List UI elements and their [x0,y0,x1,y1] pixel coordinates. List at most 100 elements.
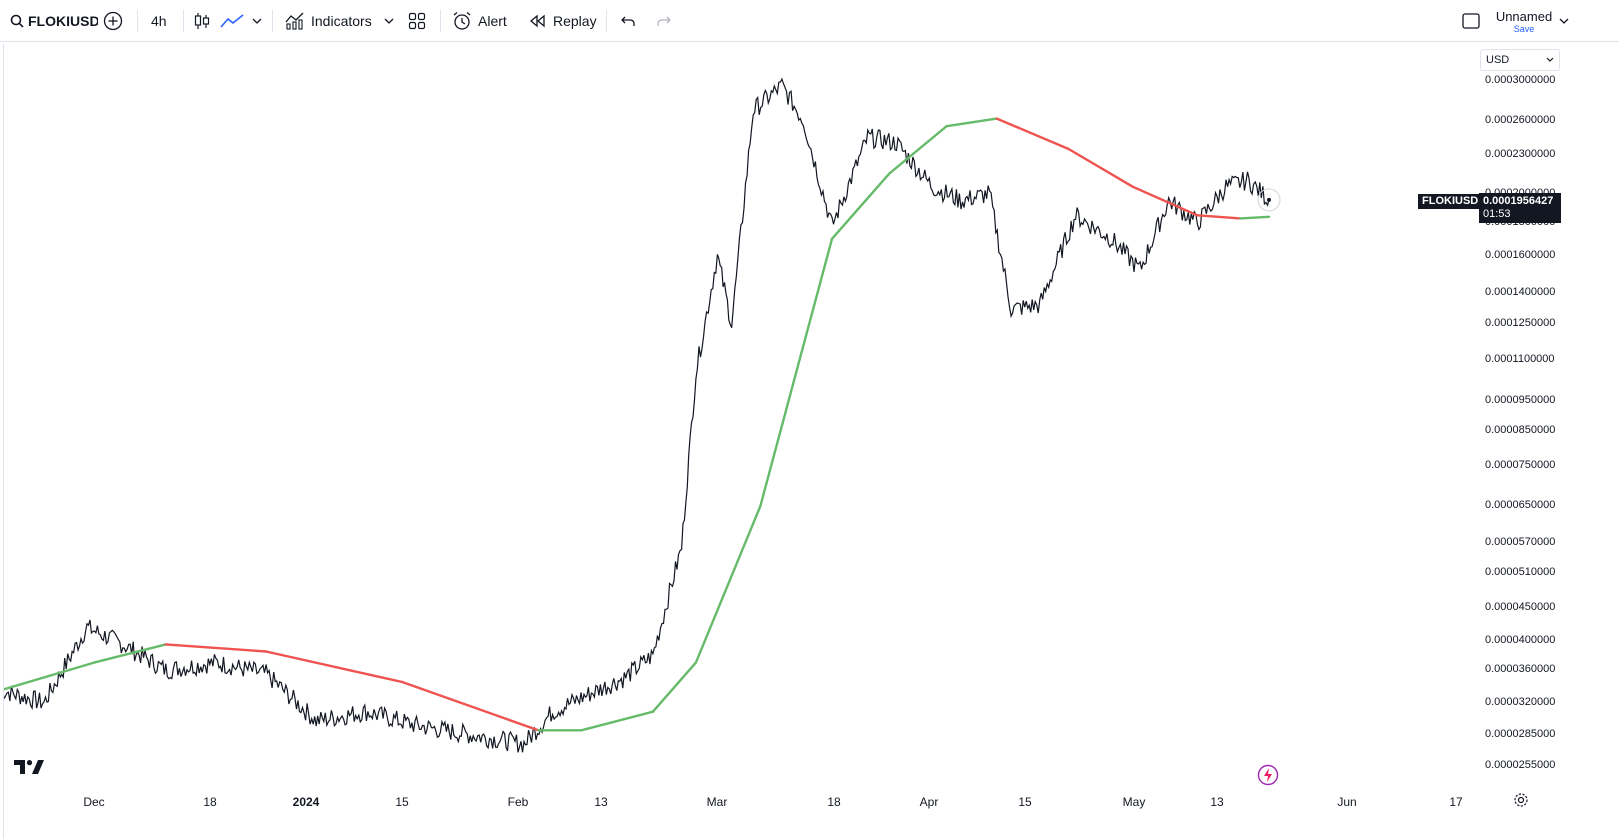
currency-select[interactable]: USD [1480,49,1560,71]
moving-average-segment[interactable] [1239,215,1271,220]
time-tick-label: 17 [1449,795,1463,809]
time-tick-label: 18 [203,795,217,809]
compare-symbol-button[interactable] [103,0,123,42]
price-tick-label: 0.0000450000 [1485,601,1556,614]
moving-average-segment[interactable] [264,650,404,684]
moving-average-segment[interactable] [1131,185,1199,217]
price-tick-label: 0.0001250000 [1485,317,1556,330]
price-tick-label: 0.0000570000 [1485,535,1556,548]
moving-average-segment[interactable] [651,661,698,713]
settings-gear-icon[interactable] [1513,792,1529,813]
indicators-button[interactable]: Indicators [285,0,372,42]
price-chart[interactable] [4,44,1617,839]
alert-button[interactable]: Alert [452,0,507,42]
replay-label: Replay [553,13,597,29]
layout-menu-dropdown[interactable] [1559,0,1569,42]
symbol-label: FLOKIUSD [28,13,98,29]
time-tick-label: 15 [395,795,409,809]
layout-templates-button[interactable] [408,0,426,42]
redo-icon [656,14,672,28]
tradingview-logo[interactable] [14,760,44,779]
time-tick-label: 2024 [292,795,320,809]
alert-label: Alert [478,13,507,29]
time-tick-label: 15 [1018,795,1032,809]
price-tick-label: 0.0001100000 [1485,352,1555,365]
chevron-down-icon [252,17,262,25]
fullscreen-toggle[interactable] [1461,0,1481,42]
price-tick-label: 0.0000950000 [1485,393,1556,406]
price-tick-label: 0.0000285000 [1485,728,1556,741]
indicators-icon [285,12,305,30]
price-tick-label: 0.0001600000 [1485,248,1556,261]
save-link[interactable]: Save [1513,23,1535,34]
time-tick-label: Apr [919,795,939,809]
chevron-down-icon [1546,54,1554,66]
last-price-dot [1267,197,1271,202]
top-toolbar: FLOKIUSD 4h Indicators Alert Replay [0,0,1619,42]
add-circle-icon [103,11,123,31]
bar-countdown: 01:53 [1483,208,1511,220]
candles-icon [194,12,210,30]
undo-button[interactable] [620,0,636,42]
replay-button[interactable]: Replay [529,0,597,42]
search-icon [10,14,24,28]
grid-icon [408,12,426,30]
time-tick-label: Dec [83,795,105,809]
candles-chart-type-button[interactable] [194,0,210,42]
price-series-line[interactable] [4,77,1270,753]
toolbar-divider [606,10,607,32]
last-price-pulse [1257,188,1281,212]
price-tick-label: 0.0000320000 [1485,695,1556,708]
moving-average-segment[interactable] [830,172,891,241]
toolbar-divider [272,10,273,32]
time-tick-label: 18 [827,795,841,809]
price-tick-label: 0.0000360000 [1485,663,1556,676]
toolbar-divider [183,10,184,32]
line-chart-icon [220,13,244,29]
undo-icon [620,14,636,28]
price-tick-label: 0.0000400000 [1485,633,1556,646]
moving-average-segment[interactable] [580,710,655,732]
interval-label: 4h [151,13,167,29]
symbol-search-button[interactable]: FLOKIUSD [10,0,98,42]
moving-average-segment[interactable] [995,117,1070,151]
currency-label: USD [1486,54,1510,66]
price-tick-label: 0.0002300000 [1485,147,1556,160]
square-icon [1461,11,1481,31]
time-tick-label: Mar [706,795,728,809]
price-tick-label: 0.0000750000 [1485,459,1556,472]
moving-average-segment[interactable] [945,117,998,128]
moving-average-segment[interactable] [1067,147,1135,189]
lightning-icon[interactable] [1257,764,1279,791]
interval-button[interactable]: 4h [151,0,167,42]
price-tick-label: 0.0003000000 [1485,74,1556,86]
time-tick-label: 13 [594,795,608,809]
moving-average-segment[interactable] [759,237,834,508]
time-tick-label: Jun [1337,795,1357,809]
moving-average-segment[interactable] [1196,214,1242,220]
alarm-clock-icon [452,11,472,31]
moving-average-segment[interactable] [4,661,96,691]
redo-button[interactable] [656,0,672,42]
price-tick-label: 0.0001400000 [1485,285,1556,298]
chart-pane[interactable] [3,44,1617,839]
layout-name: Unnamed [1495,8,1553,24]
chevron-down-icon [384,17,394,25]
time-tick-label: May [1122,795,1146,809]
toolbar-divider [440,10,441,32]
moving-average-segment[interactable] [164,643,268,653]
line-chart-type-button[interactable] [220,0,244,42]
moving-average-segment[interactable] [401,680,540,732]
moving-average-segment[interactable] [888,124,948,175]
layout-name-button[interactable]: Unnamed Save [1493,0,1555,42]
moving-average-segment[interactable] [92,643,168,664]
price-tick-label: 0.0000510000 [1485,566,1556,579]
time-tick-label: Feb [507,795,529,809]
indicators-dropdown[interactable] [384,0,394,42]
time-tick-label: 13 [1210,795,1224,809]
chevron-down-icon [1559,17,1569,25]
chart-type-dropdown[interactable] [252,0,262,42]
moving-average-segment[interactable] [694,504,762,664]
last-price-value: 0.0001956427 [1483,195,1554,207]
symbol-price-tag: FLOKIUSD [1418,194,1483,209]
